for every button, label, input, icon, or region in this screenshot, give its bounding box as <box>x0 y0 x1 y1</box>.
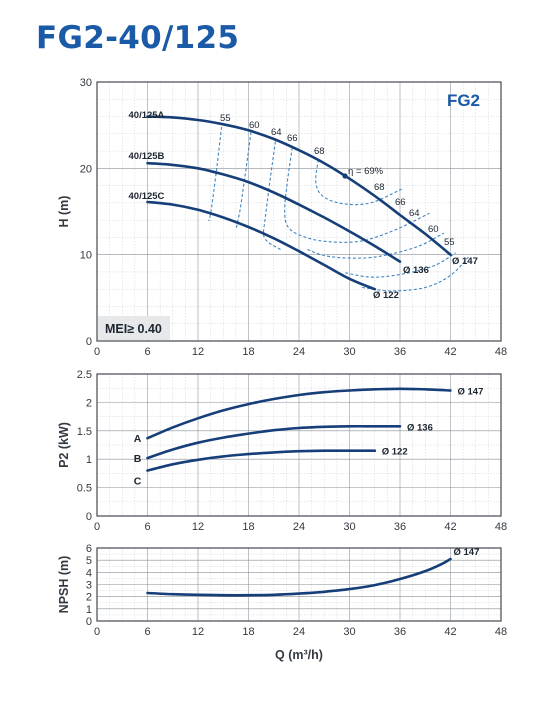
efficiency-curve <box>284 147 430 243</box>
x-tick-label: 6 <box>144 626 150 638</box>
y-tick-label: 20 <box>80 163 92 175</box>
x-tick-label: 30 <box>343 521 355 533</box>
power-curve-line <box>146 424 402 460</box>
series-label: A <box>134 433 142 445</box>
x-tick-label: 18 <box>242 346 254 358</box>
efficiency-curve <box>262 141 281 250</box>
best-efficiency-point-marker <box>342 173 348 179</box>
head-curve-line <box>146 115 452 256</box>
x-tick-label: 0 <box>94 346 100 358</box>
y-tick-label: 1 <box>86 454 92 466</box>
efficiency-curve <box>315 159 402 206</box>
diameter-label: Ø 136 <box>403 265 429 276</box>
y-tick-label: 2.5 <box>77 369 92 381</box>
x-tick-label: 42 <box>444 626 456 638</box>
mei-label: MEI≥ 0.40 <box>105 322 162 336</box>
efficiency-label: 66 <box>395 197 406 208</box>
efficiency-label: 60 <box>428 224 439 235</box>
x-tick-label: 36 <box>394 346 406 358</box>
y-tick-label: 5 <box>86 555 92 567</box>
series-label: 40/125B <box>129 151 165 162</box>
y-tick-label: 0 <box>86 336 92 348</box>
diameter-label: Ø 122 <box>373 290 399 301</box>
x-tick-label: 18 <box>242 521 254 533</box>
x-tick-label: 6 <box>144 521 150 533</box>
efficiency-label: η = 69% <box>348 166 384 177</box>
y-tick-label: 3 <box>86 580 92 592</box>
y-axis-label: H (m) <box>57 196 71 228</box>
x-tick-label: 48 <box>495 346 507 358</box>
efficiency-label: 64 <box>271 127 282 138</box>
x-tick-label: 6 <box>144 346 150 358</box>
x-tick-label: 48 <box>495 626 507 638</box>
y-tick-label: 30 <box>80 77 92 89</box>
y-tick-label: 10 <box>80 250 92 262</box>
x-tick-label: 42 <box>444 346 456 358</box>
y-tick-label: 0 <box>86 616 92 628</box>
series-label: C <box>134 476 142 488</box>
efficiency-label: 55 <box>444 237 455 248</box>
plot-frame <box>96 81 502 342</box>
head-curve-line <box>146 200 377 291</box>
series-label: 40/125C <box>129 191 165 202</box>
x-tick-label: 0 <box>94 521 100 533</box>
x-tick-label: 12 <box>192 346 204 358</box>
efficiency-label: 68 <box>314 146 325 157</box>
x-tick-label: 30 <box>343 346 355 358</box>
x-tick-label: 36 <box>394 521 406 533</box>
x-tick-label: 24 <box>293 521 305 533</box>
x-tick-label: 12 <box>192 521 204 533</box>
y-tick-label: 6 <box>86 543 92 555</box>
head-curve-line <box>146 161 402 263</box>
x-axis-label: Q (m³/h) <box>275 648 323 662</box>
x-tick-label: 0 <box>94 626 100 638</box>
head-chart: 0 6 12 18 24 30 36 42 48 0 10 20 30 H (m) 40/125A 40/12… <box>57 77 507 358</box>
power-chart: 0 6 12 18 24 30 36 42 48 0 0.5 1 1.5 2 2.5 P2 (kW) A Ø 14… <box>57 369 507 533</box>
x-tick-label: 30 <box>343 626 355 638</box>
efficiency-label: 66 <box>287 133 298 144</box>
efficiency-label: 68 <box>374 182 385 193</box>
x-tick-label: 24 <box>293 626 305 638</box>
y-tick-label: 1 <box>86 604 92 616</box>
efficiency-curve <box>208 126 223 222</box>
x-tick-label: 48 <box>495 521 507 533</box>
x-tick-label: 18 <box>242 626 254 638</box>
page-title: FG2-40/125 <box>36 20 240 56</box>
y-tick-label: 0.5 <box>77 483 92 495</box>
efficiency-curve <box>345 252 456 278</box>
diameter-label: Ø 147 <box>452 256 478 267</box>
npsh-curve-line <box>146 557 452 597</box>
series-label: 40/125A <box>129 110 165 121</box>
power-curve-line <box>146 387 452 440</box>
y-axis-label: NPSH (m) <box>57 556 71 614</box>
diameter-label: Ø 147 <box>458 386 484 397</box>
series-label: B <box>134 453 142 465</box>
power-curve-line <box>146 449 377 472</box>
y-axis-label: P2 (kW) <box>57 422 71 468</box>
y-tick-label: 4 <box>86 567 92 579</box>
y-tick-label: 2 <box>86 397 92 409</box>
y-tick-label: 1.5 <box>77 426 92 438</box>
x-tick-label: 42 <box>444 521 456 533</box>
plot-frame <box>96 547 502 622</box>
series-badge: FG2 <box>447 91 480 110</box>
mei-box <box>98 316 170 340</box>
diameter-label: Ø 136 <box>407 422 433 433</box>
y-tick-label: 2 <box>86 592 92 604</box>
efficiency-label: 64 <box>409 208 420 219</box>
efficiency-curve <box>307 232 445 259</box>
x-tick-label: 36 <box>394 626 406 638</box>
y-tick-label: 0 <box>86 511 92 523</box>
x-tick-label: 24 <box>293 346 305 358</box>
diameter-label: Ø 147 <box>454 547 480 558</box>
plot-frame <box>96 373 502 517</box>
efficiency-label: 60 <box>249 120 260 131</box>
efficiency-curve <box>362 256 470 292</box>
efficiency-label: 55 <box>220 113 231 124</box>
x-tick-label: 12 <box>192 626 204 638</box>
diameter-label: Ø 122 <box>382 447 408 458</box>
